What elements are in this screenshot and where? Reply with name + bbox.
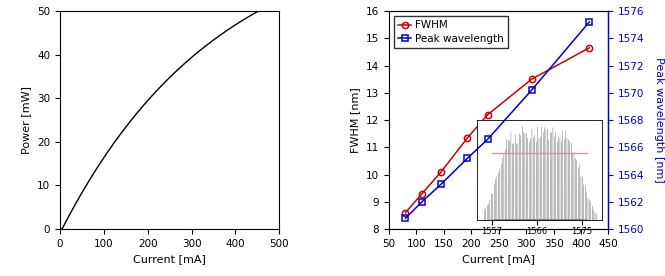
Legend: FWHM, Peak wavelength: FWHM, Peak wavelength (394, 16, 508, 48)
Line: Peak wavelength: Peak wavelength (402, 19, 593, 221)
FWHM (402, 211, 410, 214)
FWHM (464, 136, 471, 139)
Peak wavelength (585, 20, 593, 24)
Peak wavelength (484, 137, 492, 141)
Peak wavelength (527, 88, 535, 92)
X-axis label: Current [mA]: Current [mA] (462, 254, 535, 264)
Peak wavelength (464, 156, 471, 160)
Peak wavelength (402, 217, 410, 220)
Line: FWHM: FWHM (402, 45, 593, 216)
Peak wavelength (418, 200, 426, 203)
FWHM (527, 78, 535, 81)
Y-axis label: Peak wavelength [nm]: Peak wavelength [nm] (654, 57, 664, 183)
FWHM (585, 46, 593, 49)
FWHM (484, 113, 492, 116)
FWHM (418, 192, 426, 195)
X-axis label: Current [mA]: Current [mA] (133, 254, 206, 264)
FWHM (437, 170, 445, 174)
Y-axis label: Power [mW]: Power [mW] (21, 86, 31, 154)
Y-axis label: FWHM [nm]: FWHM [nm] (350, 87, 360, 153)
Peak wavelength (437, 182, 445, 186)
